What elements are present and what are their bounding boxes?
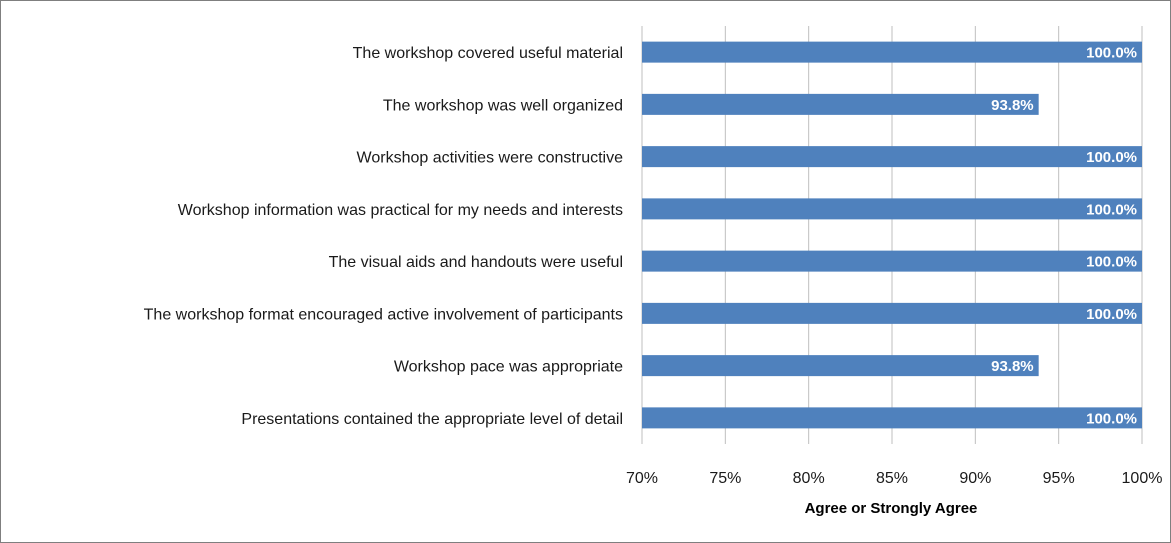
category-labels: The workshop covered useful material The … — [144, 45, 623, 428]
x-tick-labels: 70% 75% 80% 85% 90% 95% 100% — [626, 470, 1162, 487]
data-label: 100.0% — [1086, 410, 1137, 427]
category-label: Workshop information was practical for m… — [178, 202, 623, 219]
data-label: 100.0% — [1086, 254, 1137, 271]
bar — [642, 302, 1142, 324]
data-label: 100.0% — [1086, 149, 1137, 166]
x-tick-label: 85% — [876, 470, 908, 487]
data-label: 100.0% — [1086, 306, 1137, 323]
bar — [642, 250, 1142, 272]
data-label: 93.8% — [991, 358, 1034, 375]
x-tick-label: 70% — [626, 470, 658, 487]
bar — [642, 407, 1142, 429]
category-label: The visual aids and handouts were useful — [329, 254, 623, 271]
category-label: Workshop activities were constructive — [357, 150, 624, 167]
bars — [642, 41, 1142, 429]
x-tick-label: 95% — [1043, 470, 1075, 487]
bar — [642, 355, 1039, 377]
x-axis-title: Agree or Strongly Agree — [805, 500, 978, 517]
data-label: 100.0% — [1086, 45, 1137, 62]
category-label: Workshop pace was appropriate — [394, 359, 623, 376]
x-tick-label: 80% — [793, 470, 825, 487]
category-label: Presentations contained the appropriate … — [241, 411, 623, 428]
data-labels: 100.0% 93.8% 100.0% 100.0% 100.0% 100.0% 93.8%… — [991, 45, 1137, 428]
x-tick-label: 75% — [709, 470, 741, 487]
bar — [642, 93, 1039, 115]
bar — [642, 41, 1142, 63]
data-label: 100.0% — [1086, 201, 1137, 218]
category-label: The workshop covered useful material — [353, 45, 623, 62]
category-label: The workshop was well organized — [383, 97, 623, 114]
bar — [642, 198, 1142, 220]
x-tick-label: 90% — [959, 470, 991, 487]
data-label: 93.8% — [991, 97, 1034, 114]
gridlines — [641, 26, 1143, 444]
x-tick-label: 100% — [1122, 470, 1163, 487]
category-label: The workshop format encouraged active in… — [144, 306, 623, 323]
bar — [642, 146, 1142, 168]
